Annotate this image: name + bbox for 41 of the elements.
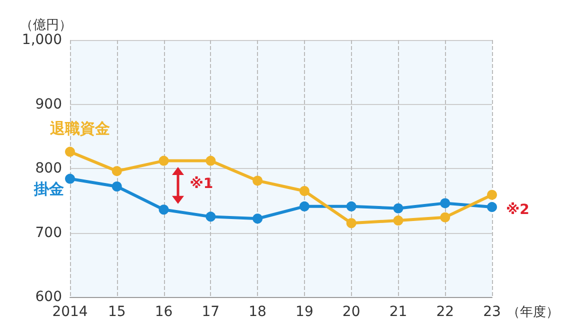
point xyxy=(393,203,404,214)
point xyxy=(112,181,122,192)
point xyxy=(65,146,75,157)
point xyxy=(252,176,263,186)
point xyxy=(206,212,216,222)
series-label: 退職資金 xyxy=(49,119,110,138)
y-tick-label: 600 xyxy=(35,289,62,305)
point xyxy=(440,198,450,208)
point xyxy=(487,190,497,200)
point xyxy=(346,218,356,228)
x-tick-label: 21 xyxy=(389,304,408,320)
annotation: ※1 xyxy=(190,176,214,192)
point xyxy=(346,201,356,212)
point xyxy=(112,166,122,176)
y-tick-label: 800 xyxy=(35,160,62,176)
point xyxy=(393,216,404,226)
x-tick-label: 2014 xyxy=(52,304,88,320)
x-tick-label: 15 xyxy=(108,304,126,320)
x-tick-label: 18 xyxy=(248,304,266,320)
y-tick-label: 700 xyxy=(35,224,62,241)
x-tick-label: 19 xyxy=(296,304,314,320)
x-tick-label: 23 xyxy=(483,304,501,320)
x-tick-label: 17 xyxy=(202,304,220,320)
text: ※2 xyxy=(506,202,530,218)
point xyxy=(440,212,450,222)
point xyxy=(65,174,75,184)
x-axis-title: （年度） xyxy=(506,304,559,320)
point xyxy=(206,156,216,166)
x-tick-label: 22 xyxy=(436,304,454,320)
point xyxy=(487,202,497,212)
y-axis-title: （億円） xyxy=(20,18,72,33)
x-tick-label: 16 xyxy=(154,304,173,320)
point xyxy=(158,204,169,215)
point xyxy=(299,201,310,212)
series-label: 掛金 xyxy=(33,180,64,198)
y-tick-label: 1,000 xyxy=(22,32,62,48)
y-tick-label: 900 xyxy=(35,96,62,112)
point xyxy=(158,156,169,166)
x-tick-label: 20 xyxy=(342,304,360,320)
point xyxy=(299,186,310,196)
point xyxy=(252,214,263,224)
